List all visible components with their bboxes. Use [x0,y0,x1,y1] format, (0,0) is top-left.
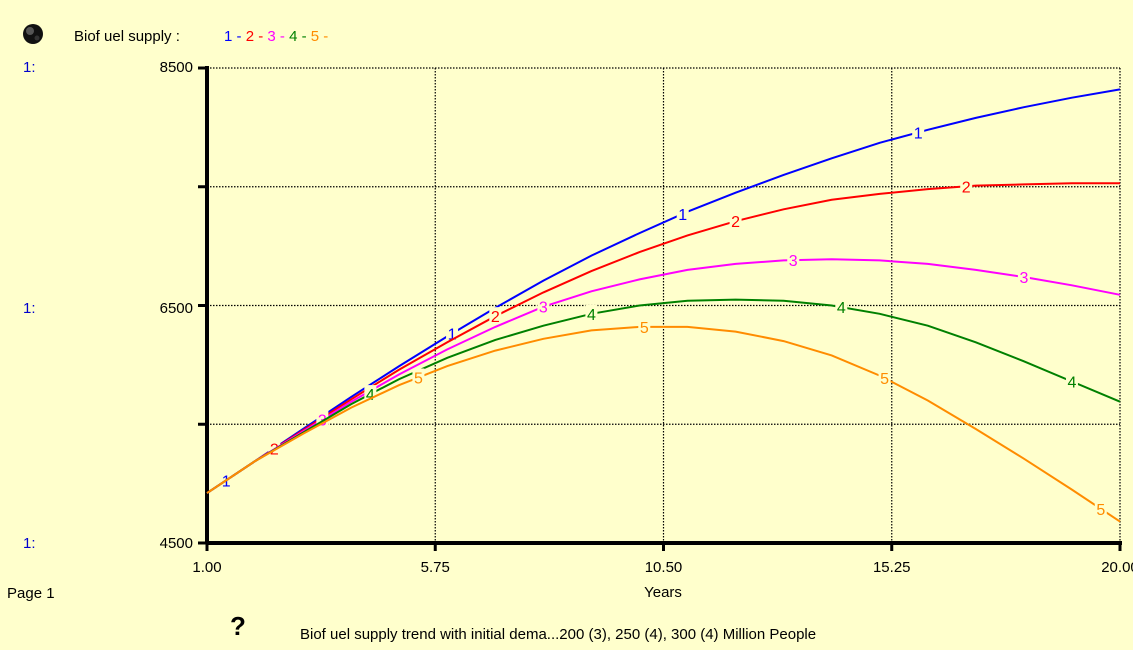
series-marker-bg [835,298,848,316]
series-marker-3: 3 [1019,270,1028,287]
legend-entry-4: 4 - [289,28,311,45]
series-line-3 [206,258,1121,494]
legend-entry-1: 1 - [224,28,246,45]
x-tick-labels: 1.00 5.75 10.50 15.25 20.00 [192,559,1133,576]
series-marker-bg [1094,499,1107,517]
legend-entry-3: 3 - [267,28,289,45]
series-line-5 [206,325,1121,523]
legend-entry-2: 2 - [246,28,268,45]
series-marker-2: 2 [962,179,971,196]
y-tick-label-mid: 6500 [160,300,193,317]
series-marker-bg [878,369,891,387]
x-tick-label: 1.00 [192,559,221,576]
series-marker-bg [912,123,925,141]
x-axis-label: Years [644,584,682,601]
series-marker-bg [1065,372,1078,390]
series-marker-bg [638,317,651,335]
series-marker-4: 4 [1067,375,1076,392]
series-marker-5: 5 [640,320,649,337]
series-marker-5: 5 [880,371,889,388]
series-marker-1: 1 [448,327,457,344]
series-marker-1: 1 [222,473,231,490]
series-marker-bg [960,177,973,195]
scale-label-mid: 1: [23,300,36,317]
series-marker-5: 5 [1096,502,1105,519]
series-marker-3: 3 [539,300,548,317]
series-marker-5: 5 [414,370,423,387]
series-marker-4: 4 [366,387,375,404]
series-marker-bg [1017,268,1030,285]
series-line-1 [206,88,1121,494]
series-marker-4: 4 [587,307,596,324]
chart-caption: Biof uel supply trend with initial dema.… [300,626,816,643]
series-marker-bg [489,307,502,325]
series-marker-bg [412,368,425,386]
y-tick-label-bottom: 4500 [160,535,193,552]
series-marker-2: 2 [491,309,500,326]
series-marker-1: 1 [678,207,687,224]
series-marker-bg [676,204,689,222]
series-marker-3: 3 [789,253,798,270]
page-label: Page 1 [7,585,55,602]
x-tick-label: 10.50 [645,559,683,576]
question-icon[interactable]: ? [230,611,246,641]
series-marker-bg [537,297,550,315]
series-marker-1: 1 [914,125,923,142]
series-marker-bg [585,304,598,322]
x-tick-label: 5.75 [421,559,450,576]
legend-variable-name: Biof uel supply : [74,28,180,45]
series-marker-2: 2 [731,214,740,231]
legend-series-list: 1 - 2 - 3 - 4 - 5 - [224,28,328,45]
legend-entry-5: 5 - [311,28,329,45]
y-tick-label-top: 8500 [160,59,193,76]
series-marker-bg [787,251,800,269]
scale-label-top: 1: [23,59,36,76]
series-line-4 [206,298,1121,494]
x-tick-label: 15.25 [873,559,911,576]
series-marker-bg [729,212,742,230]
header-legend: Biof uel supply : 1 - 2 - 3 - 4 - 5 - [23,24,328,45]
scale-label-bottom: 1: [23,535,36,552]
globe-icon [23,24,43,44]
series-marker-4: 4 [837,300,846,317]
x-tick-label: 20.00 [1101,559,1133,576]
